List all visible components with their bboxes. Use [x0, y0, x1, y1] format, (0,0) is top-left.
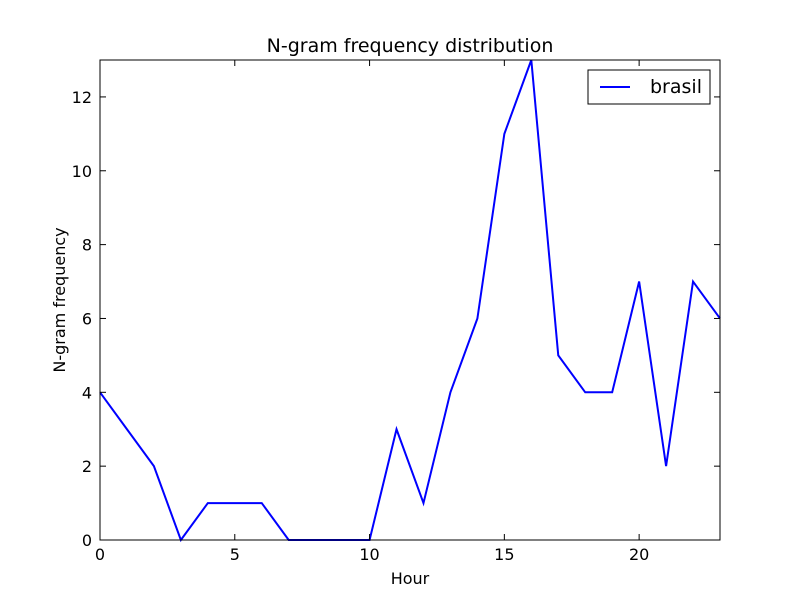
x-tick-label-5: 5	[230, 545, 240, 564]
y-tick-label-2: 2	[82, 457, 92, 476]
x-tick-label-10: 10	[359, 545, 379, 564]
y-tick-label-4: 4	[82, 383, 92, 402]
x-tick-label-0: 0	[95, 545, 105, 564]
y-tick-label-8: 8	[82, 236, 92, 255]
series-line-brasil	[99, 59, 721, 543]
x-tick-label-20: 20	[629, 545, 649, 564]
legend: brasil	[587, 69, 711, 105]
axis-ticks	[99, 60, 720, 541]
plot-background	[100, 60, 720, 540]
tick-labels: 0 5 10 15 20 0 2 4 6 8 10 12	[72, 88, 650, 564]
y-tick-label-10: 10	[72, 162, 92, 181]
plot-area	[99, 59, 721, 543]
x-axis-label: Hour	[391, 569, 430, 588]
y-tick-label-6: 6	[82, 309, 92, 328]
y-tick-label-12: 12	[72, 88, 92, 107]
plot-frame	[99, 59, 721, 541]
x-tick-label-15: 15	[494, 545, 514, 564]
legend-label-brasil: brasil	[650, 76, 702, 98]
chart-title: N-gram frequency distribution	[267, 35, 554, 57]
y-axis-label: N-gram frequency	[50, 227, 69, 372]
y-tick-label-0: 0	[82, 531, 92, 550]
